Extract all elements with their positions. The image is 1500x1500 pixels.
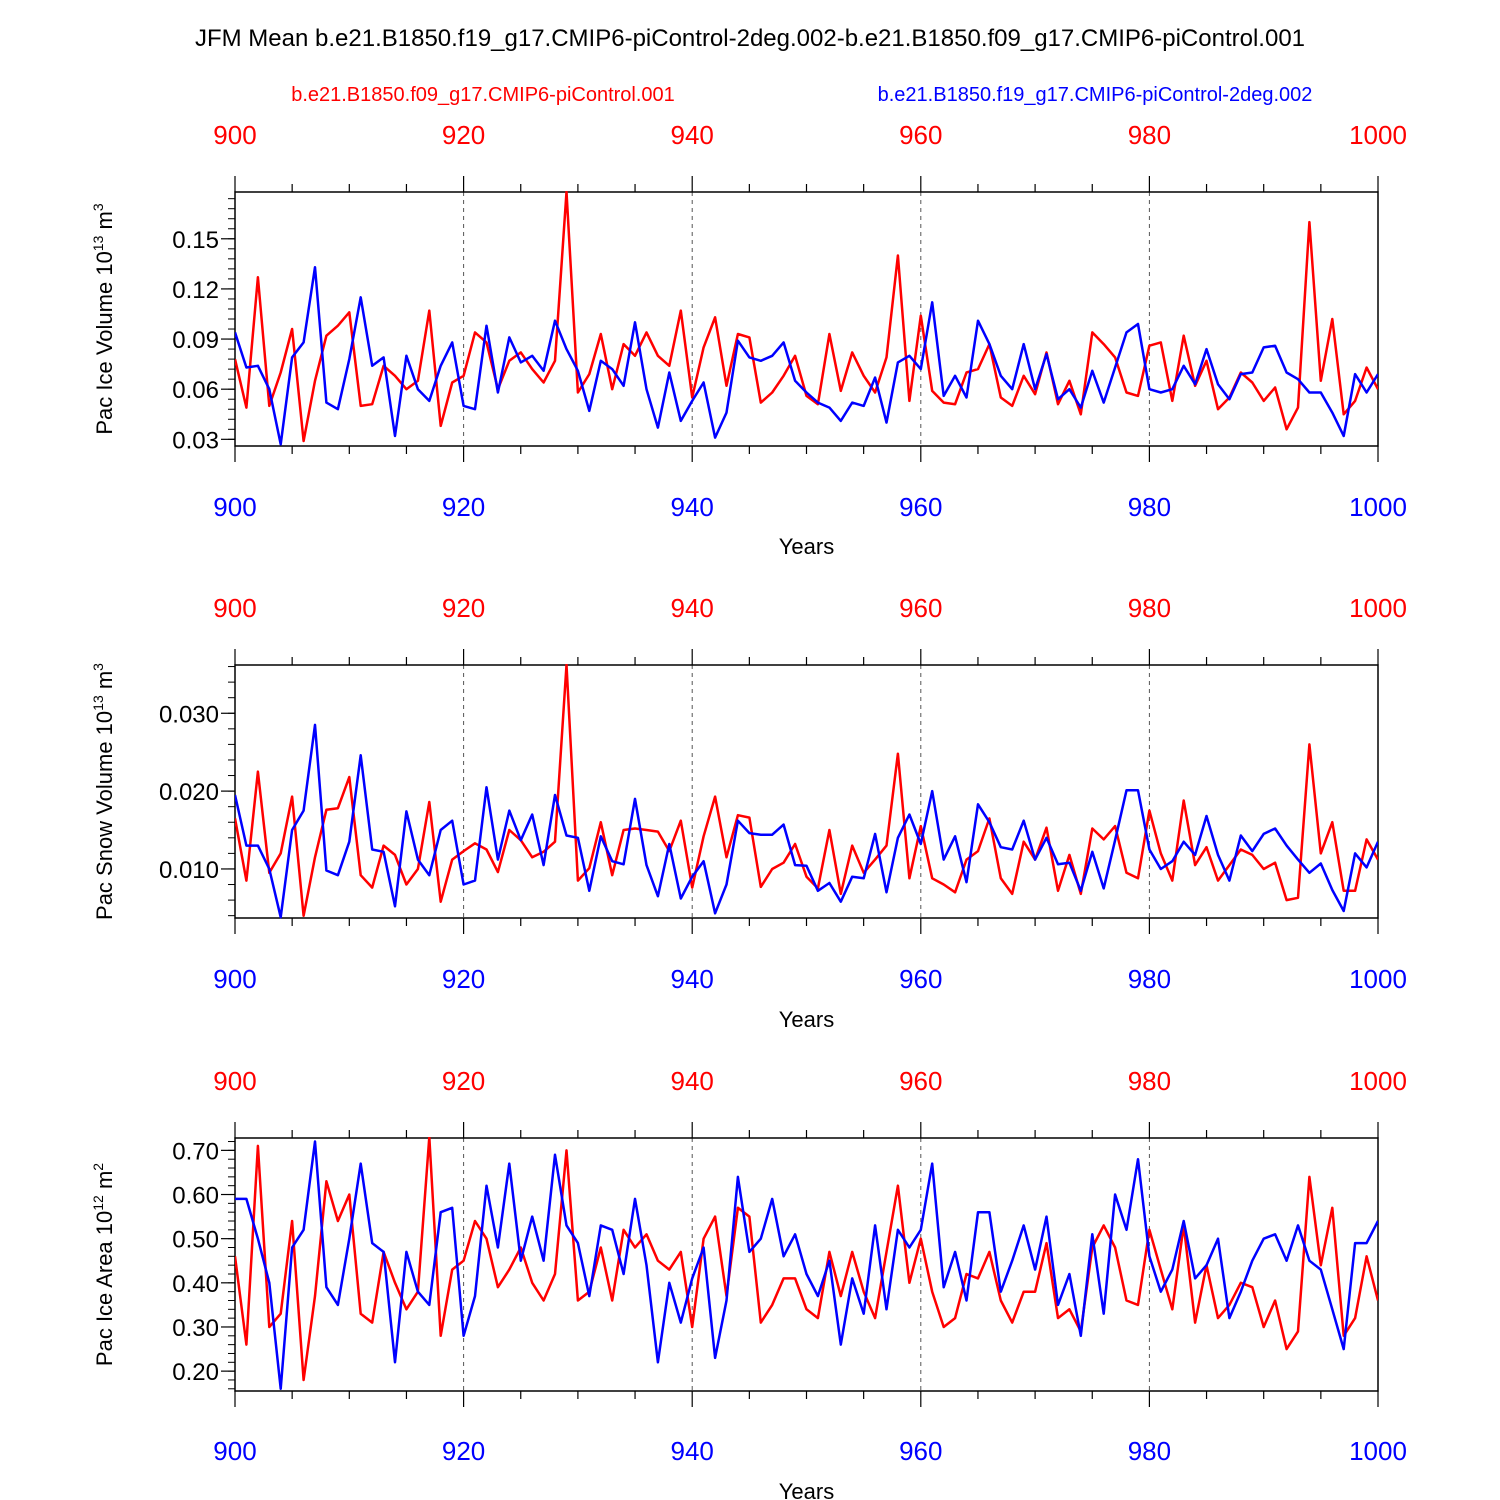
chart-panel-2: 0.010 0.020 0.030 900 900 920 920 940 940 960 960 9… — [90, 593, 1407, 1032]
x-tick-label-bottom: 960 — [899, 1436, 942, 1466]
y-tick-label: 0.50 — [172, 1227, 219, 1254]
x-tick-label-bottom: 1000 — [1349, 1436, 1407, 1466]
series-line-blue — [235, 1140, 1378, 1391]
x-tick-label-top: 920 — [442, 1066, 485, 1096]
x-tick-label-bottom: 940 — [671, 492, 714, 522]
x-tick-label-top: 1000 — [1349, 1066, 1407, 1096]
x-tick-label-bottom: 1000 — [1349, 492, 1407, 522]
y-axis-label: Pac Snow Volume 1013 m3 — [90, 663, 117, 920]
x-tick-label-top: 980 — [1128, 1066, 1171, 1096]
series-line-red — [235, 664, 1378, 917]
x-tick-label-bottom: 980 — [1128, 492, 1171, 522]
x-axis-label: Years — [779, 1479, 834, 1500]
series-line-red — [235, 1137, 1378, 1382]
x-tick-label-bottom: 920 — [442, 1436, 485, 1466]
x-tick-label-top: 940 — [671, 593, 714, 623]
x-tick-label-bottom: 960 — [899, 964, 942, 994]
series-line-red — [235, 191, 1378, 443]
chart-panel-3: 0.20 0.30 0.40 0.50 0.60 0.70 900 900 920 920 940 9… — [90, 1066, 1407, 1500]
x-tick-label-top: 960 — [899, 120, 942, 150]
x-tick-label-bottom: 920 — [442, 492, 485, 522]
x-tick-label-bottom: 980 — [1128, 1436, 1171, 1466]
x-tick-label-top: 900 — [213, 120, 256, 150]
x-tick-label-top: 980 — [1128, 120, 1171, 150]
x-axis-label: Years — [779, 534, 834, 559]
x-tick-label-top: 1000 — [1349, 593, 1407, 623]
series-line-blue — [235, 265, 1378, 446]
chart-panel-1: 0.03 0.06 0.09 0.12 0.15 900 900 920 920 940 940 96… — [90, 120, 1407, 559]
y-tick-label: 0.03 — [172, 427, 219, 454]
x-tick-label-bottom: 980 — [1128, 964, 1171, 994]
x-tick-label-top: 920 — [442, 120, 485, 150]
y-tick-label: 0.06 — [172, 377, 219, 404]
plot-frame — [234, 191, 1379, 447]
legend-red-label: b.e21.B1850.f09_g17.CMIP6-piControl.001 — [291, 84, 675, 106]
y-axis-label: Pac Ice Volume 1013 m3 — [90, 203, 117, 434]
x-tick-label-top: 920 — [442, 593, 485, 623]
x-tick-label-top: 900 — [213, 1066, 256, 1096]
x-tick-label-bottom: 900 — [213, 964, 256, 994]
x-tick-label-bottom: 900 — [213, 492, 256, 522]
y-tick-label: 0.60 — [172, 1183, 219, 1210]
x-tick-label-top: 900 — [213, 593, 256, 623]
y-tick-label: 0.15 — [172, 227, 219, 254]
y-tick-label: 0.70 — [172, 1138, 219, 1165]
x-tick-label-bottom: 940 — [671, 1436, 714, 1466]
x-tick-label-bottom: 960 — [899, 492, 942, 522]
x-axis-label: Years — [779, 1007, 834, 1032]
x-tick-label-bottom: 1000 — [1349, 964, 1407, 994]
x-tick-label-top: 1000 — [1349, 120, 1407, 150]
y-tick-label: 0.30 — [172, 1315, 219, 1342]
y-tick-label: 0.030 — [159, 701, 219, 728]
y-tick-label: 0.020 — [159, 779, 219, 806]
series-line-blue — [235, 723, 1378, 919]
x-tick-label-top: 940 — [671, 1066, 714, 1096]
x-tick-label-bottom: 940 — [671, 964, 714, 994]
figure-title: JFM Mean b.e21.B1850.f19_g17.CMIP6-piCon… — [195, 25, 1305, 52]
x-tick-label-top: 960 — [899, 593, 942, 623]
y-tick-label: 0.010 — [159, 857, 219, 884]
y-tick-label: 0.12 — [172, 277, 219, 304]
x-tick-label-top: 980 — [1128, 593, 1171, 623]
y-tick-label: 0.09 — [172, 327, 219, 354]
x-tick-label-bottom: 920 — [442, 964, 485, 994]
y-tick-label: 0.20 — [172, 1359, 219, 1386]
plot-frame — [234, 664, 1379, 919]
legend-blue-label: b.e21.B1850.f19_g17.CMIP6-piControl-2deg… — [878, 84, 1313, 106]
y-axis-label: Pac Ice Area 1012 m2 — [90, 1163, 117, 1366]
x-tick-label-top: 960 — [899, 1066, 942, 1096]
x-tick-label-bottom: 900 — [213, 1436, 256, 1466]
y-tick-label: 0.40 — [172, 1271, 219, 1298]
panels-container: 0.03 0.06 0.09 0.12 0.15 900 900 920 920 940 940 96… — [90, 120, 1407, 1500]
x-tick-label-top: 940 — [671, 120, 714, 150]
